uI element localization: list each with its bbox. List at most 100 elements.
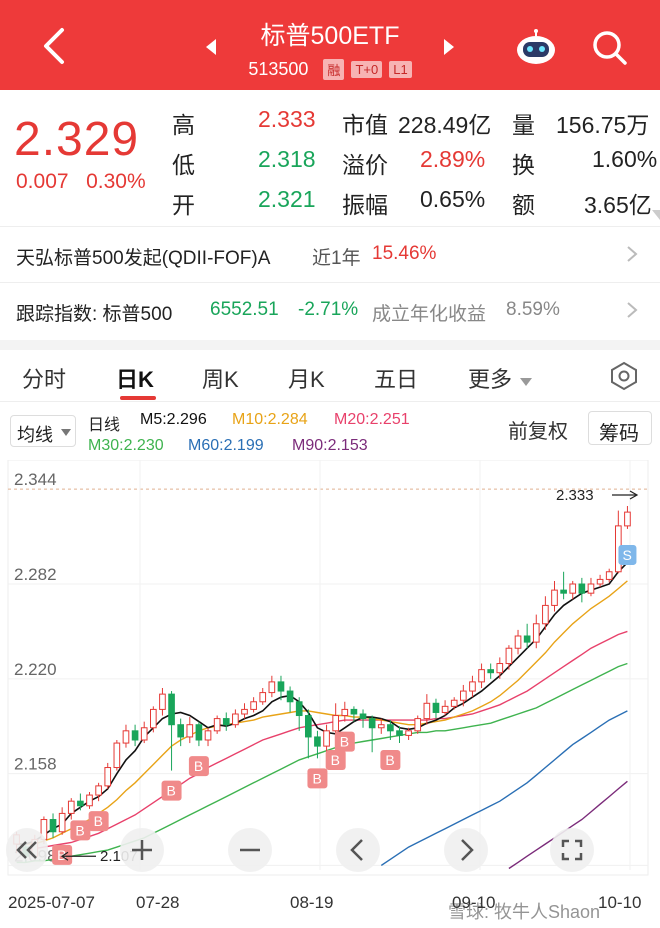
candle-body [277, 681, 285, 692]
legend-m10: M10:2.284 [232, 411, 308, 428]
low-label: 低 [172, 152, 195, 178]
candle-body [578, 583, 586, 594]
candle-body [350, 708, 358, 715]
chips-label: 筹码 [599, 423, 639, 445]
annual-value: 8.59% [506, 299, 560, 320]
candle-body [514, 635, 522, 649]
tab-intraday[interactable]: 分时 [22, 367, 67, 392]
tab-monthly-k[interactable]: 月K [288, 367, 325, 392]
buy-marker [325, 750, 346, 770]
buy-marker-label: B [57, 847, 66, 863]
watermark-text: 雪球: 牧牛人Shaon [448, 902, 601, 922]
buy-marker [307, 768, 328, 789]
candle-body [377, 724, 385, 729]
candle-body [523, 635, 531, 643]
candle-body [532, 623, 540, 643]
price-change: 0.007 0.30% [16, 170, 146, 194]
ma-type-dropdown[interactable]: 均线 [10, 415, 76, 447]
adjust-mode[interactable]: 前复权 [508, 421, 568, 443]
plus-icon [132, 840, 152, 860]
candle-body [195, 724, 203, 741]
low-value: 2.318 [258, 146, 316, 172]
header-bar: 标普500ETF 513500 融 T+0 L1 [0, 0, 660, 90]
buy-marker [334, 731, 355, 752]
sell-marker-label: S [622, 547, 631, 563]
x-tick-label: 08-19 [290, 893, 333, 912]
fullscreen-icon [561, 839, 583, 861]
volume-value: 156.75万 [556, 112, 650, 138]
candle-body [295, 701, 303, 717]
candle-body [505, 647, 513, 665]
zoom-in-button[interactable] [120, 828, 164, 872]
next-stock-icon[interactable] [442, 38, 456, 56]
turnover-value: 1.60% [592, 146, 658, 172]
chart-frame [7, 459, 649, 876]
index-change: -2.71% [298, 299, 359, 320]
caret-down-icon [61, 429, 71, 436]
search-icon[interactable] [590, 28, 630, 68]
minus-icon [240, 848, 260, 852]
change-percent: 0.30% [86, 170, 146, 193]
chips-button[interactable]: 筹码 [588, 411, 652, 445]
active-tab-indicator [120, 396, 156, 400]
candle-body [250, 701, 257, 710]
period-tabs: 分时 日K 周K 月K 五日 更多 [0, 352, 660, 402]
candle-body [432, 702, 440, 713]
tab-five-day[interactable]: 五日 [374, 367, 419, 392]
stock-code: 513500 [248, 58, 309, 79]
fund-row[interactable]: 天弘标普500发起(QDII-FOF)A 近1年 15.46% [0, 226, 660, 280]
amount-label: 额 [512, 192, 535, 218]
margin-tag: 融 [323, 58, 345, 80]
tab-daily-k[interactable]: 日K [116, 367, 154, 392]
candle-body [168, 693, 175, 726]
pan-left-button[interactable] [336, 828, 380, 872]
buy-marker-label: B [94, 813, 103, 829]
pan-right-button[interactable] [444, 828, 488, 872]
fund-period: 近1年 [312, 248, 361, 269]
open-label: 开 [172, 192, 195, 218]
candle-body [542, 604, 549, 625]
volume-label: 量 [512, 112, 535, 138]
buy-marker-label: B [167, 783, 176, 799]
candle-body [605, 571, 613, 580]
back-arrow-icon[interactable] [38, 26, 72, 66]
chevron-right-icon [461, 839, 474, 861]
min-arrow-head [60, 851, 69, 861]
settings-hexagon-icon[interactable] [608, 360, 640, 392]
robot-assistant-icon[interactable] [514, 28, 558, 66]
x-tick-label: 2025-07-07 [8, 893, 95, 912]
amplitude-value: 0.65% [420, 186, 486, 212]
mktcap-value: 228.49亿 [398, 112, 492, 138]
candle-body [241, 708, 248, 715]
candle-body [268, 681, 276, 694]
fullscreen-button[interactable] [550, 828, 594, 872]
zoom-out-button[interactable] [228, 828, 272, 872]
index-label: 跟踪指数: 标普500 [16, 304, 173, 325]
index-row[interactable]: 跟踪指数: 标普500 6552.51 -2.71% 成立年化收益 8.59% [0, 282, 660, 336]
candle-body [86, 794, 93, 807]
buy-marker [188, 756, 209, 777]
amplitude-label: 振幅 [342, 192, 388, 218]
y-tick-label: 2.282 [14, 565, 57, 584]
candle-body [359, 713, 367, 720]
candle-body [551, 589, 558, 606]
buy-marker [70, 820, 91, 841]
prev-stock-icon[interactable] [204, 38, 218, 56]
premium-label: 溢价 [342, 152, 388, 178]
candle-body [478, 669, 485, 683]
rewind-button[interactable] [6, 828, 48, 872]
caret-down-icon [520, 378, 533, 386]
tab-more-label: 更多 [468, 367, 513, 392]
double-chevron-left-icon [16, 841, 37, 859]
buy-marker-label: B [312, 770, 321, 786]
buy-marker-label: B [385, 752, 394, 768]
turnover-label: 换 [512, 152, 535, 178]
candle-body [450, 699, 458, 707]
candle-body [95, 785, 102, 796]
tab-weekly-k[interactable]: 周K [202, 367, 239, 392]
fund-name: 天弘标普500发起(QDII-FOF)A [16, 248, 271, 269]
tab-more[interactable]: 更多 [468, 362, 533, 394]
candle-body [77, 800, 84, 807]
kline-chart[interactable]: 2.3442.2822.2202.1582.0982025-07-0707-28… [0, 459, 660, 928]
candle-body [423, 702, 431, 720]
